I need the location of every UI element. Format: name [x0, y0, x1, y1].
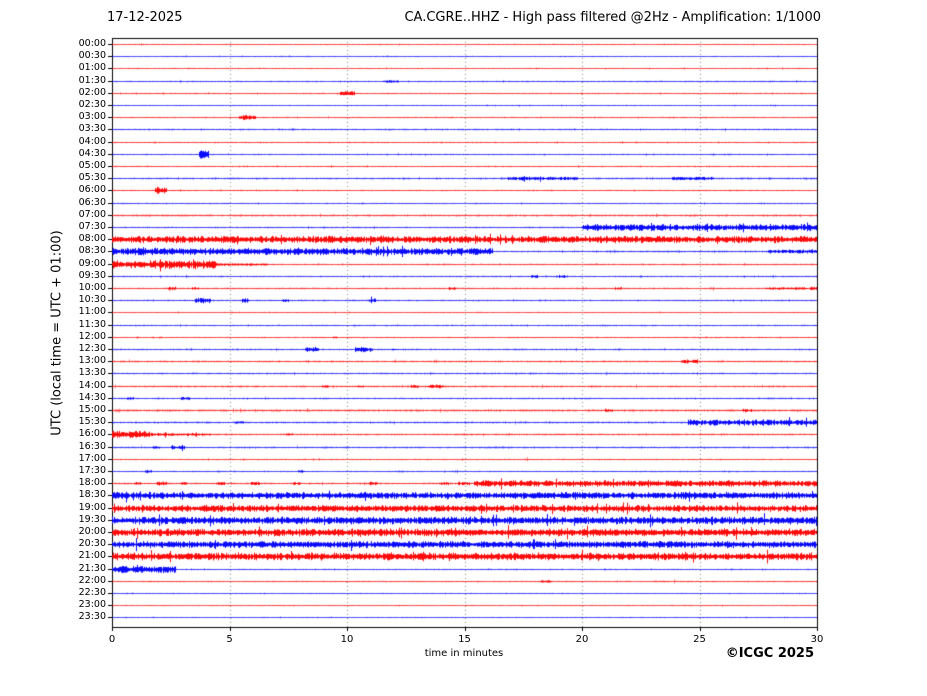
y-tick-label: 15:30 [78, 416, 106, 428]
y-tick-label: 12:00 [78, 330, 106, 342]
y-tick-label: 20:30 [78, 538, 106, 550]
y-tick-label: 14:00 [78, 379, 106, 391]
y-tick-label: 03:30 [78, 123, 106, 135]
y-axis-label: UTC (local time = UTC + 01:00) [49, 230, 65, 436]
y-tick-label: 22:00 [78, 574, 106, 586]
y-tick-label: 08:30 [78, 245, 106, 257]
y-tick-label: 19:30 [78, 513, 106, 525]
y-tick-label: 12:30 [78, 343, 106, 354]
y-tick-label: 07:00 [78, 208, 106, 220]
y-tick-label: 23:30 [78, 611, 106, 623]
y-tick-label: 01:30 [78, 74, 106, 86]
copyright-label: ©ICGC 2025 [725, 646, 814, 661]
y-tick-label: 06:00 [78, 184, 106, 196]
y-tick-label: 13:30 [78, 367, 106, 379]
date-label: 17-12-2025 [107, 10, 183, 25]
y-tick-label: 20:00 [78, 526, 106, 537]
y-tick-label: 21:30 [78, 562, 106, 574]
x-tick-label: 30 [810, 634, 824, 645]
y-tick-label: 04:00 [78, 135, 106, 147]
y-tick-label: 14:30 [78, 391, 106, 403]
y-tick-label: 11:30 [78, 318, 106, 330]
y-tick-label: 00:00 [78, 38, 106, 49]
y-tick-label: 19:00 [78, 501, 106, 513]
y-tick-label: 13:00 [78, 355, 106, 367]
y-tick-label: 16:00 [78, 428, 106, 440]
y-tick-label: 23:00 [78, 599, 106, 611]
x-tick-label: 5 [226, 634, 233, 645]
y-tick-label: 18:00 [78, 477, 106, 489]
y-tick-label: 22:30 [78, 587, 106, 598]
x-tick-label: 20 [575, 634, 589, 645]
x-tick-label: 25 [693, 634, 706, 645]
y-tick-label: 21:00 [78, 550, 106, 562]
y-tick-label: 00:30 [78, 50, 106, 62]
y-tick-label: 10:30 [78, 294, 106, 306]
y-tick-label: 10:00 [78, 282, 106, 293]
x-axis-label: time in minutes [424, 648, 504, 659]
y-tick-label: 17:00 [78, 452, 106, 464]
x-tick-label: 15 [458, 634, 471, 645]
y-tick-label: 02:30 [78, 99, 106, 110]
plot-title: CA.CGRE..HHZ - High pass filtered @2Hz -… [404, 10, 821, 25]
y-tick-label: 16:30 [78, 440, 106, 452]
y-tick-label: 04:30 [78, 147, 106, 159]
y-tick-label: 07:30 [78, 221, 106, 232]
y-tick-label: 01:00 [78, 62, 106, 74]
y-tick-label: 05:00 [78, 160, 106, 171]
y-tick-label: 06:30 [78, 196, 106, 208]
x-tick-label: 0 [108, 634, 116, 645]
y-tick-label: 17:30 [78, 465, 106, 476]
y-tick-label: 05:30 [78, 172, 106, 184]
y-tick-label: 15:00 [78, 404, 106, 415]
y-tick-label: 02:00 [78, 86, 106, 98]
y-tick-label: 18:30 [78, 489, 106, 501]
x-tick-label: 10 [340, 634, 354, 645]
y-tick-label: 08:00 [78, 233, 106, 245]
y-tick-label: 09:00 [78, 257, 106, 269]
y-tick-label: 11:00 [78, 306, 106, 318]
y-tick-label: 03:00 [78, 111, 106, 123]
y-tick-label: 09:30 [78, 269, 106, 281]
